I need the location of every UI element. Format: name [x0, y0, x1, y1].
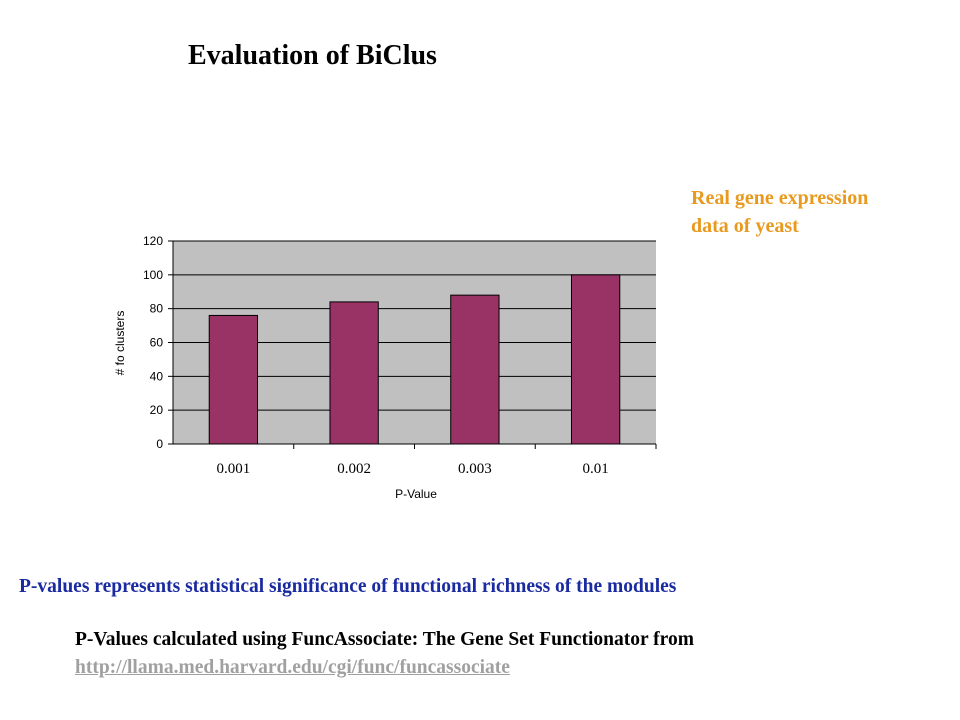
y-tick-label: 100	[143, 268, 163, 282]
x-tick-label: 0.01	[583, 461, 609, 477]
y-tick-label: 60	[150, 336, 164, 350]
y-tick-label: 40	[150, 369, 164, 383]
chart-svg: 0 20 40 60 80 100 120 0.001 0.002 0.003 0.01 # fo …	[113, 234, 657, 501]
bar-0.003	[450, 294, 500, 445]
x-tick-label: 0.001	[217, 461, 251, 477]
funcassociate-link[interactable]: http://llama.med.harvard.edu/cgi/func/fu…	[75, 657, 510, 678]
side-note: Real gene expression data of yeast	[691, 184, 868, 240]
page-title: Evaluation of BiClus	[188, 40, 437, 71]
x-tick-label: 0.002	[337, 461, 371, 477]
bar-0.001	[208, 314, 259, 445]
bar-0.002	[329, 301, 379, 445]
y-axis-label: # fo clusters	[113, 311, 127, 376]
bar-0.01	[570, 274, 621, 445]
y-tick-label: 120	[143, 234, 163, 248]
bar-chart: 0 20 40 60 80 100 120 0.001 0.002 0.003 0.01 # fo …	[96, 212, 668, 512]
side-note-line-1: Real gene expression	[691, 187, 869, 209]
caption-text: P-values represents statistical signific…	[19, 576, 677, 597]
y-tick-label: 0	[156, 437, 163, 451]
side-note-line-2: data of yeast	[691, 215, 799, 237]
source-text: P-Values calculated using FuncAssociate:…	[75, 629, 694, 650]
y-tick-label: 20	[150, 403, 164, 417]
x-axis-label: P-Value	[395, 487, 437, 501]
source-note: P-Values calculated using FuncAssociate:…	[75, 626, 694, 682]
y-tick-label: 80	[150, 302, 164, 316]
x-tick-label: 0.003	[458, 461, 492, 477]
